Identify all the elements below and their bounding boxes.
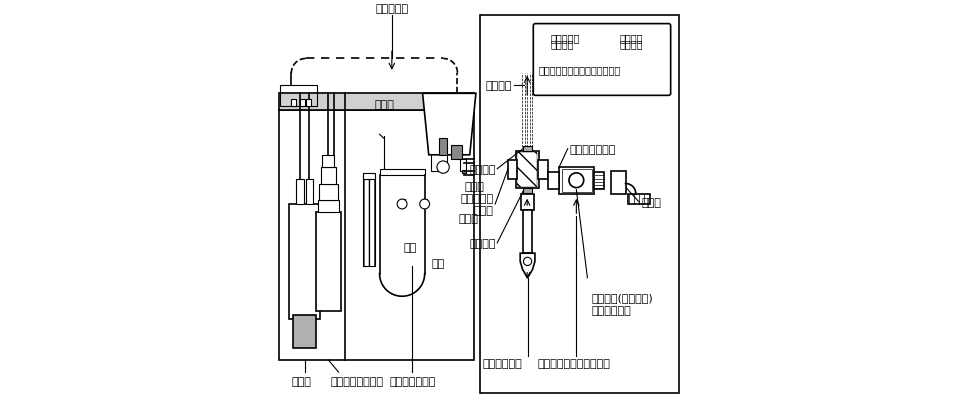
Bar xyxy=(516,151,539,188)
Circle shape xyxy=(523,258,532,266)
Bar xyxy=(516,152,538,187)
Bar xyxy=(522,211,533,254)
Bar xyxy=(316,213,341,311)
Bar xyxy=(305,100,311,106)
Text: 止水栓付電磁弁: 止水栓付電磁弁 xyxy=(569,144,615,154)
Text: 片ナット付: 片ナット付 xyxy=(551,33,580,43)
Bar xyxy=(294,315,316,348)
Bar xyxy=(523,146,532,151)
Bar xyxy=(439,139,447,155)
Text: パッキン: パッキン xyxy=(469,238,495,248)
Polygon shape xyxy=(520,254,535,278)
Bar xyxy=(562,170,591,192)
Bar xyxy=(480,16,679,393)
Bar xyxy=(300,100,304,106)
Text: エルボ: エルボ xyxy=(459,214,478,224)
Bar xyxy=(460,160,466,172)
Bar xyxy=(597,54,606,64)
Bar xyxy=(321,168,336,184)
Text: 混合水栓: 混合水栓 xyxy=(486,81,512,91)
Bar xyxy=(305,180,313,204)
Circle shape xyxy=(607,56,613,63)
Bar xyxy=(594,172,604,190)
Text: 調整ミゾ(赤マーク)
の向きは手前: 調整ミゾ(赤マーク) の向きは手前 xyxy=(591,292,653,315)
Text: ストレーナー付パッキン: ストレーナー付パッキン xyxy=(537,358,610,368)
Bar xyxy=(521,194,534,211)
Text: 電解槽: 電解槽 xyxy=(292,376,311,386)
Bar xyxy=(289,204,320,319)
Text: 給水: 給水 xyxy=(432,259,445,269)
Bar xyxy=(280,86,317,106)
Bar xyxy=(422,200,427,203)
Bar xyxy=(379,170,424,176)
Bar xyxy=(323,155,334,168)
Text: チーズ側: チーズ側 xyxy=(551,39,574,49)
Text: パッキン: パッキン xyxy=(469,164,495,174)
Bar xyxy=(628,194,650,204)
Text: 給湯: 給湯 xyxy=(403,243,417,252)
Bar xyxy=(279,110,474,360)
Text: シャワーホース: シャワーホース xyxy=(389,376,436,386)
Text: 給水用止水栓: 給水用止水栓 xyxy=(483,358,522,368)
Bar xyxy=(462,171,467,174)
Bar xyxy=(297,180,303,204)
Polygon shape xyxy=(422,94,476,155)
Bar xyxy=(363,176,375,266)
Bar xyxy=(292,100,297,106)
Bar xyxy=(547,172,559,190)
Text: 片ナット付
チーズ: 片ナット付 チーズ xyxy=(461,193,493,216)
Circle shape xyxy=(397,200,407,209)
Bar xyxy=(279,94,474,110)
Bar xyxy=(523,189,532,193)
Bar xyxy=(538,161,548,179)
Text: 取り付けの向きを間違えない事: 取り付けの向きを間違えない事 xyxy=(539,65,620,75)
Circle shape xyxy=(569,173,584,188)
Text: 上方に: 上方に xyxy=(465,181,485,191)
Bar xyxy=(363,174,375,180)
Bar xyxy=(451,145,462,160)
Bar xyxy=(431,98,447,172)
Text: 排水管: 排水管 xyxy=(374,99,395,109)
Text: 電磁弁側: 電磁弁側 xyxy=(619,39,643,49)
Text: 止水栓付: 止水栓付 xyxy=(619,33,643,43)
Bar xyxy=(399,200,404,203)
Bar xyxy=(612,172,626,194)
FancyBboxPatch shape xyxy=(534,25,671,96)
Circle shape xyxy=(437,162,449,174)
Bar xyxy=(508,161,516,179)
Bar xyxy=(559,168,594,194)
Bar xyxy=(318,200,339,213)
Bar xyxy=(320,184,338,200)
Text: エルボ: エルボ xyxy=(642,198,661,207)
Circle shape xyxy=(420,200,429,209)
Text: 接続ホース: 接続ホース xyxy=(375,4,408,14)
Text: 浄水カートリッジ: 浄水カートリッジ xyxy=(330,376,383,386)
